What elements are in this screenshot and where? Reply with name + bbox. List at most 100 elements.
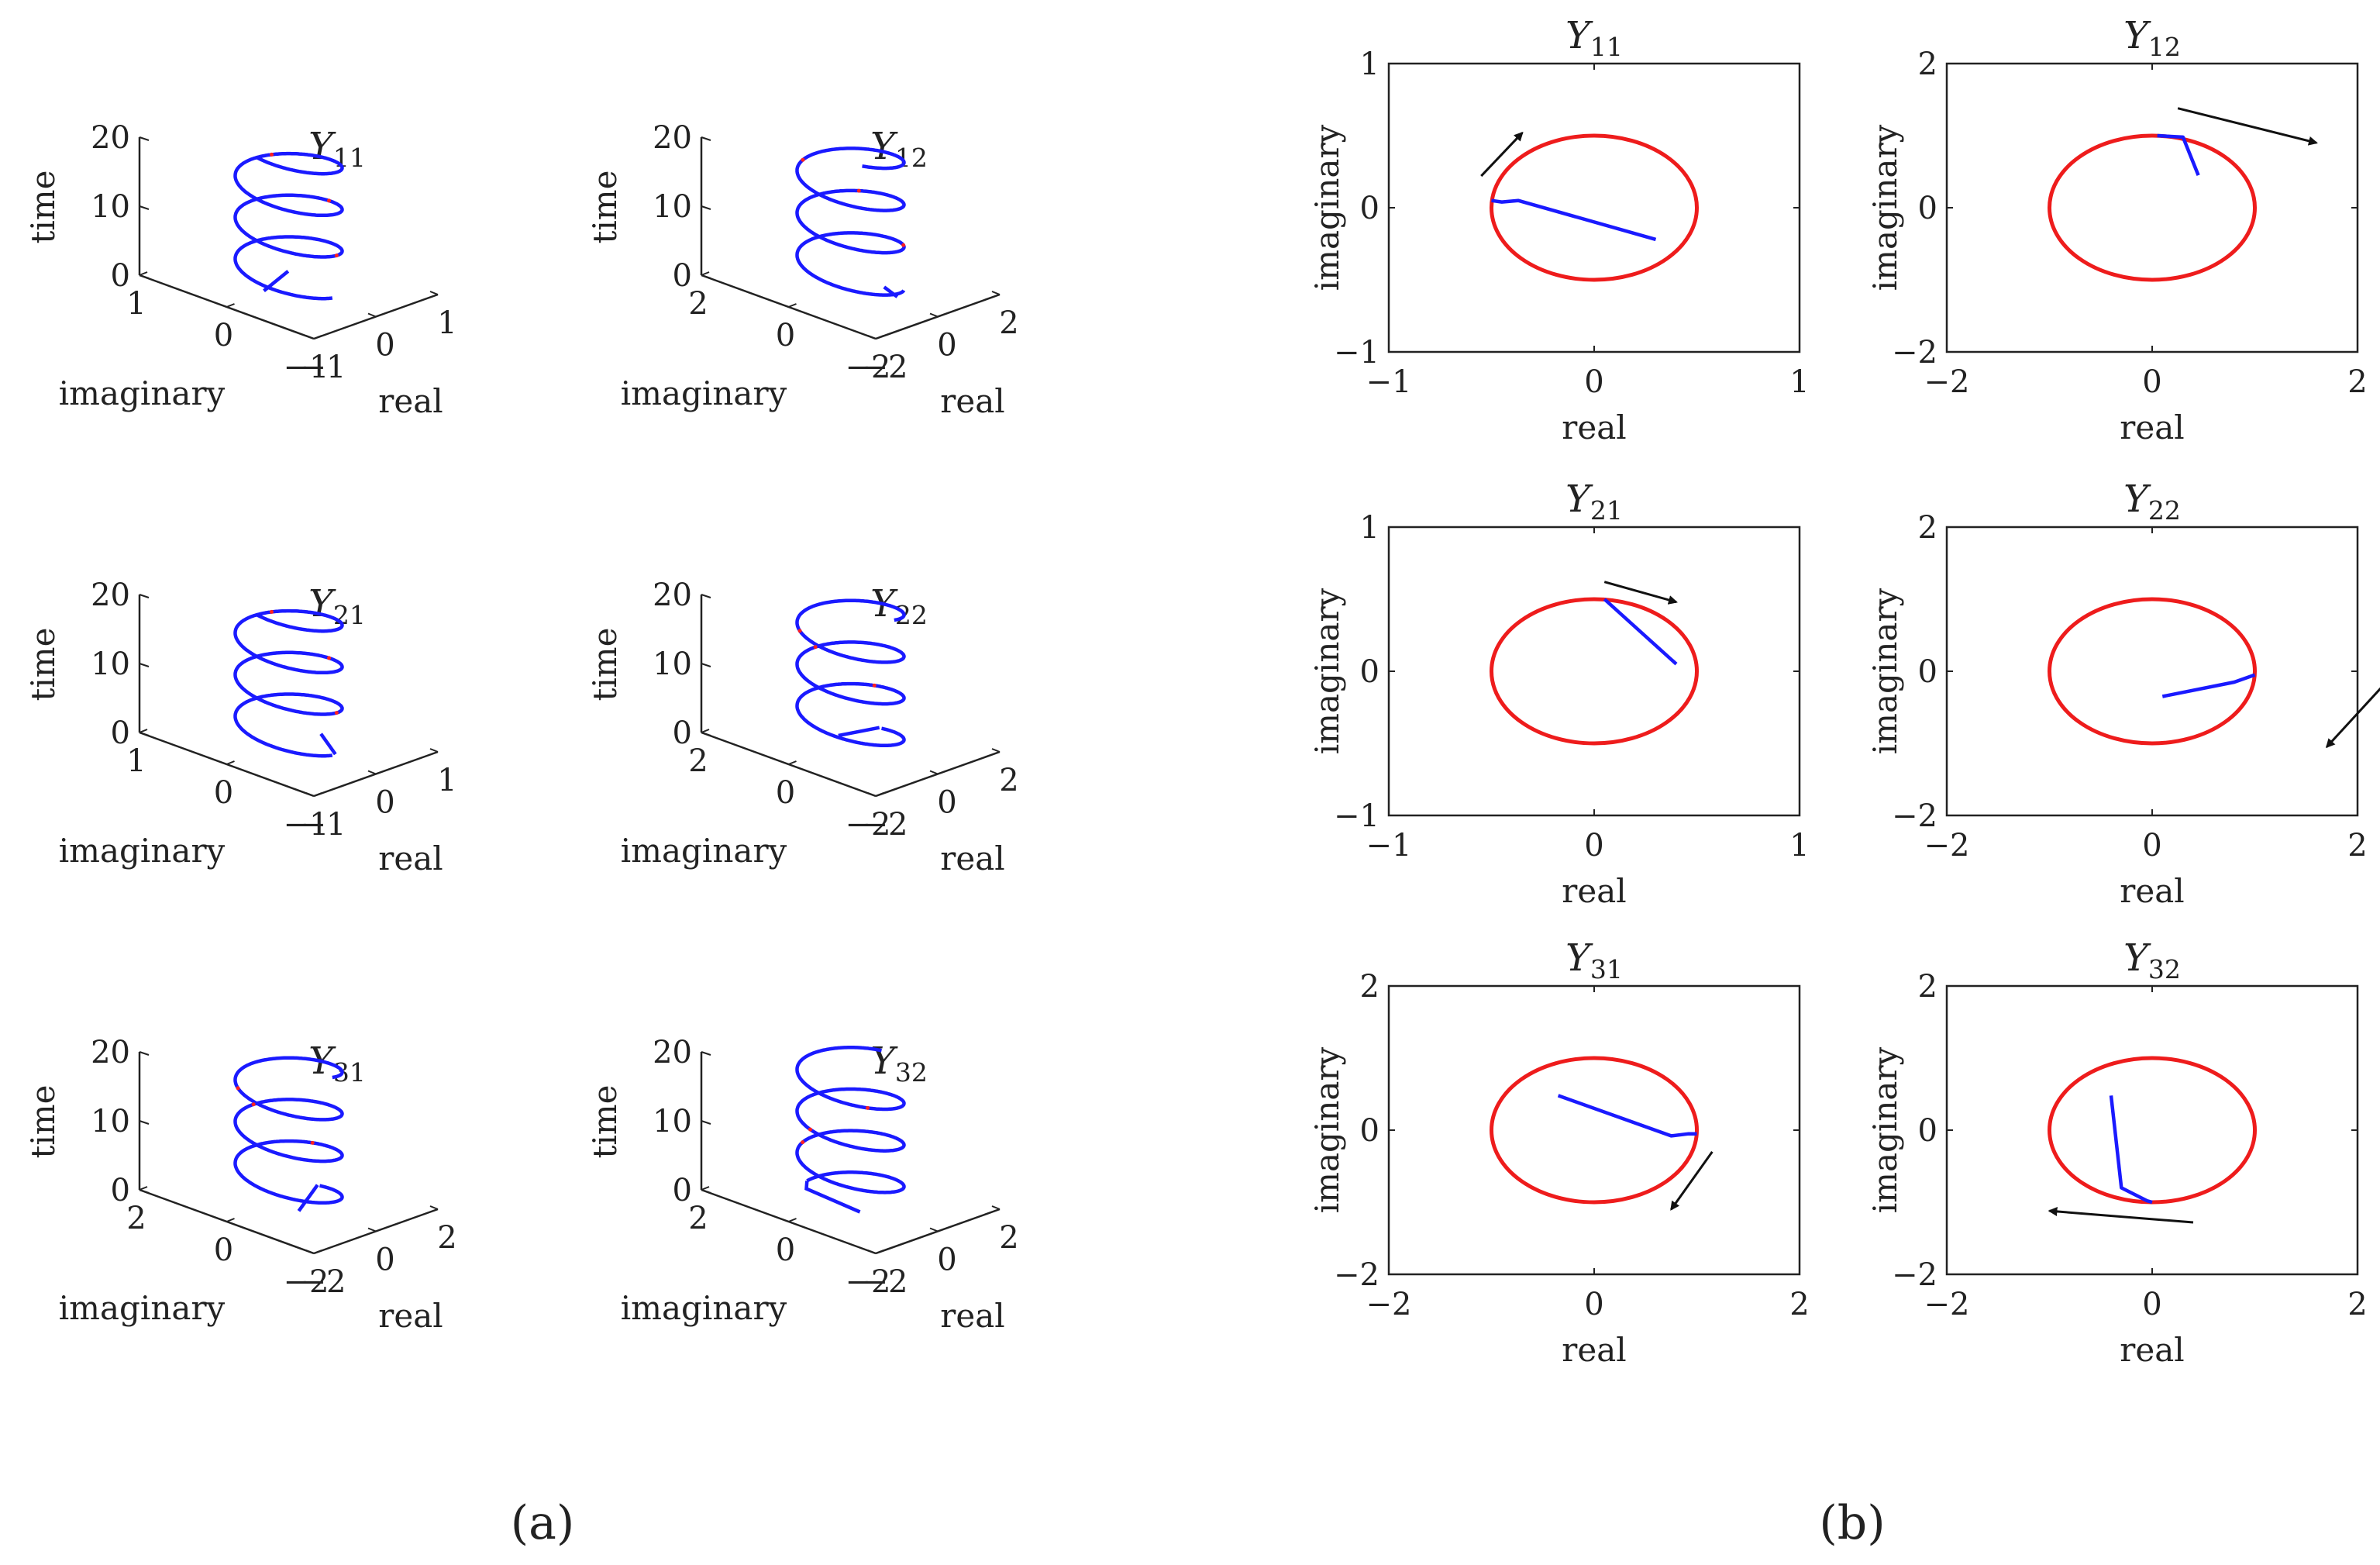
axis-label-imaginary: imaginary — [1308, 588, 1346, 754]
tick-label-time: 0 — [111, 258, 130, 294]
unit-circle-marker — [236, 1086, 240, 1091]
tick-label-real: 0 — [2142, 1287, 2161, 1322]
tick-label-imaginary: 1 — [1360, 510, 1379, 546]
direction-arrow — [1603, 581, 1678, 605]
unit-circle-marker — [327, 198, 332, 203]
tick-label-real: −1 — [1366, 828, 1412, 864]
initial-transient — [297, 1184, 319, 1212]
tick-label-real: −1 — [301, 807, 346, 843]
initial-transient — [804, 1181, 861, 1214]
tick-imag — [788, 760, 797, 765]
tick-label-real: −1 — [301, 350, 346, 385]
tick-label-imaginary: −2 — [1892, 1257, 1937, 1293]
tick-label-imaginary: −2 — [284, 1264, 329, 1300]
axis-label-real: real — [940, 1297, 1004, 1335]
chart-title: Y32 — [870, 1039, 928, 1088]
axis-label-real: real — [378, 839, 443, 877]
tick-real — [429, 1205, 439, 1210]
axis-label-real: real — [1562, 1331, 1626, 1369]
tick-imag — [226, 303, 235, 308]
tick-label-imaginary: −1 — [284, 807, 329, 843]
tick-label-imaginary: −2 — [1892, 798, 1937, 834]
tick-imag — [875, 335, 884, 340]
unit-circle-marker — [856, 188, 861, 193]
tick-label-real: −2 — [1366, 1287, 1412, 1322]
tick-label-imaginary: 0 — [1918, 654, 1937, 690]
tick-imag — [313, 1250, 322, 1254]
unit-circle-marker — [334, 711, 339, 715]
tick-label-time: 20 — [653, 1035, 692, 1070]
tick-label-time: 0 — [673, 715, 692, 751]
tick-time — [701, 594, 711, 598]
tick-label-imaginary: 1 — [126, 286, 146, 322]
tick-label-real: 2 — [2347, 1287, 2367, 1322]
tick-time — [139, 1120, 150, 1125]
tick-imag — [701, 1186, 710, 1191]
tick-label-imaginary: 0 — [1918, 191, 1937, 226]
tick-label-imaginary: 2 — [1918, 47, 1937, 82]
tick-label-time: 10 — [91, 646, 130, 682]
axis-label-time: time — [586, 628, 624, 701]
plot2d-b32: −2 0 2 −2 0 2 real imaginary Y32 — [1866, 936, 2368, 1369]
helix-trajectory — [233, 1056, 344, 1205]
reference-circle — [2048, 597, 2257, 746]
tick-label-real: −2 — [1924, 1287, 1970, 1322]
tick-label-time: 10 — [653, 1104, 692, 1139]
tick-label-time: 10 — [91, 189, 130, 225]
axis-label-imaginary: imaginary — [1866, 124, 1904, 291]
chart-title: Y11 — [308, 125, 366, 173]
initial-transient — [319, 733, 337, 756]
tick-label-time: 20 — [653, 577, 692, 613]
tick-time — [701, 274, 711, 279]
tick-label-real: −2 — [863, 1264, 908, 1300]
axis-label-time: time — [24, 171, 62, 244]
tick-time — [139, 732, 150, 736]
tick-real — [305, 792, 315, 797]
tick-real — [991, 748, 1001, 753]
tick-label-imaginary: 2 — [688, 743, 708, 779]
tick-label-time: 0 — [111, 1173, 130, 1208]
tick-label-real: 0 — [375, 328, 394, 364]
tick-label-time: 20 — [91, 1035, 130, 1070]
plot-frame — [1387, 984, 1801, 1276]
tick-real — [929, 770, 939, 775]
tick-label-imaginary: 0 — [776, 775, 795, 811]
tick-label-imaginary: −2 — [1334, 1257, 1379, 1293]
axis-label-imaginary: imaginary — [1866, 588, 1904, 754]
tick-label-real: −1 — [1366, 364, 1412, 400]
axis-label-imaginary: imaginary — [59, 832, 226, 870]
tick-real — [367, 312, 377, 318]
tick-time — [139, 594, 150, 598]
tick-real — [929, 1227, 939, 1232]
plot2d-b11: −1 0 1 −1 0 1 real imaginary Y11 — [1308, 14, 1810, 446]
tick-label-time: 10 — [91, 1104, 130, 1139]
direction-arrow — [2325, 687, 2380, 749]
tick-label-real: −2 — [863, 350, 908, 385]
tick-label-real: −2 — [301, 1264, 346, 1300]
tick-imag — [226, 760, 235, 765]
tick-label-real: 0 — [1584, 1287, 1603, 1322]
direction-arrow — [1670, 1151, 1714, 1211]
axis-label-imaginary: imaginary — [59, 374, 226, 412]
tick-imag — [701, 271, 710, 276]
unit-circle-marker — [327, 656, 332, 660]
tick-imag — [875, 1250, 884, 1254]
chart-title: Y31 — [308, 1039, 366, 1088]
axis-label-real: real — [940, 382, 1004, 420]
plot-frame — [1945, 62, 2359, 353]
trajectory-line — [2161, 673, 2256, 698]
helix-trajectory — [795, 147, 906, 297]
tick-label-real: 2 — [2347, 364, 2367, 400]
tick-label-imaginary: 1 — [1360, 47, 1379, 82]
tick-time — [701, 205, 711, 210]
tick-label-imaginary: 0 — [214, 775, 233, 811]
tick-real — [867, 1250, 877, 1254]
axis-label-imaginary: imaginary — [1866, 1046, 1904, 1213]
reference-circle — [2048, 133, 2257, 282]
tick-imag — [226, 1218, 235, 1222]
tick-label-real: −2 — [1924, 828, 1970, 864]
